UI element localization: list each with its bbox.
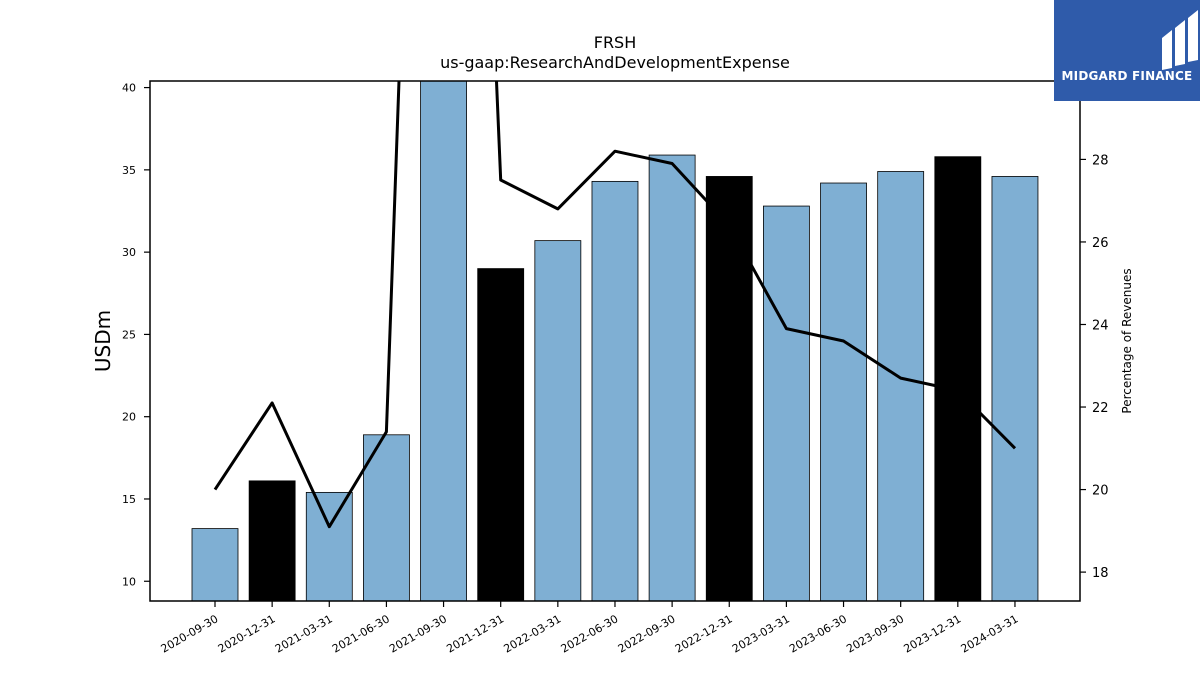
x-tick-label: 2022-03-31 <box>501 612 563 655</box>
y2-tick-label: 26 <box>1092 236 1109 251</box>
y-axis-ticks: 10 15 20 25 30 35 40 <box>122 82 150 588</box>
bar-2023-09-30 <box>877 171 925 601</box>
y2-tick-label: 20 <box>1092 484 1109 499</box>
line-group <box>213 81 1017 529</box>
x-tick-label: 2022-12-31 <box>673 612 735 655</box>
bar-2022-06-30 <box>591 180 639 601</box>
x-tick-label: 2022-06-30 <box>559 612 621 655</box>
bar-2020-12-31 <box>248 480 296 601</box>
x-tick-label: 2021-09-30 <box>387 612 449 655</box>
bar-2021-12-31 <box>477 268 525 601</box>
bar-2024-03-31 <box>991 176 1039 601</box>
y2-tick-label: 24 <box>1092 318 1109 333</box>
bar-2022-12-31 <box>705 176 753 601</box>
y-tick-label: 35 <box>122 164 136 177</box>
bar-2020-09-30 <box>191 528 239 601</box>
y-axis-label: USDm <box>91 310 115 372</box>
y-tick-label: 25 <box>122 328 136 341</box>
x-tick-label: 2021-12-31 <box>444 612 506 655</box>
x-tick-label: 2023-03-31 <box>730 612 792 655</box>
x-tick-label: 2020-09-30 <box>159 612 221 655</box>
x-tick-label: 2021-03-31 <box>273 612 335 655</box>
y-tick-label: 10 <box>122 575 136 588</box>
bar-2023-03-31 <box>763 205 810 601</box>
bar-2023-06-30 <box>820 182 867 601</box>
x-axis-ticks: 2020-09-302020-12-312021-03-312021-06-30… <box>159 601 1021 656</box>
bar-2021-03-31 <box>305 491 353 601</box>
y2-axis-label: Percentage of Revenues <box>1120 268 1134 413</box>
y2-tick-label: 18 <box>1092 566 1109 581</box>
x-tick-label: 2021-06-30 <box>330 612 392 655</box>
x-tick-label: 2024-03-31 <box>959 612 1021 655</box>
y-tick-label: 15 <box>122 493 136 506</box>
y-tick-label: 30 <box>122 246 136 259</box>
brand-logo: MIDGARD FINANCE <box>1054 0 1200 101</box>
logo-text: MIDGARD FINANCE <box>1061 69 1193 83</box>
logo-mark-icon <box>1162 10 1198 70</box>
y2-tick-label: 28 <box>1092 153 1109 168</box>
y-tick-label: 20 <box>122 411 136 424</box>
line-series <box>213 81 1017 529</box>
x-tick-label: 2023-09-30 <box>844 612 906 655</box>
y2-axis-ticks: 18 20 22 24 26 28 <box>1080 153 1109 581</box>
y-tick-label: 40 <box>122 82 136 95</box>
bar-2022-09-30 <box>648 154 696 601</box>
bar-2021-09-30 <box>420 81 467 601</box>
bar-2023-12-31 <box>934 156 982 601</box>
x-tick-label: 2020-12-31 <box>216 612 278 655</box>
chart-subtitle: us-gaap:ResearchAndDevelopmentExpense <box>440 53 790 72</box>
x-tick-label: 2023-12-31 <box>901 612 963 655</box>
y2-tick-label: 22 <box>1092 401 1109 416</box>
x-tick-label: 2023-06-30 <box>787 612 849 655</box>
chart-title: FRSH <box>594 33 637 52</box>
bar-group <box>191 81 1039 601</box>
x-tick-label: 2022-09-30 <box>616 612 678 655</box>
bar-2021-06-30 <box>363 434 410 601</box>
bar-2022-03-31 <box>534 240 582 601</box>
